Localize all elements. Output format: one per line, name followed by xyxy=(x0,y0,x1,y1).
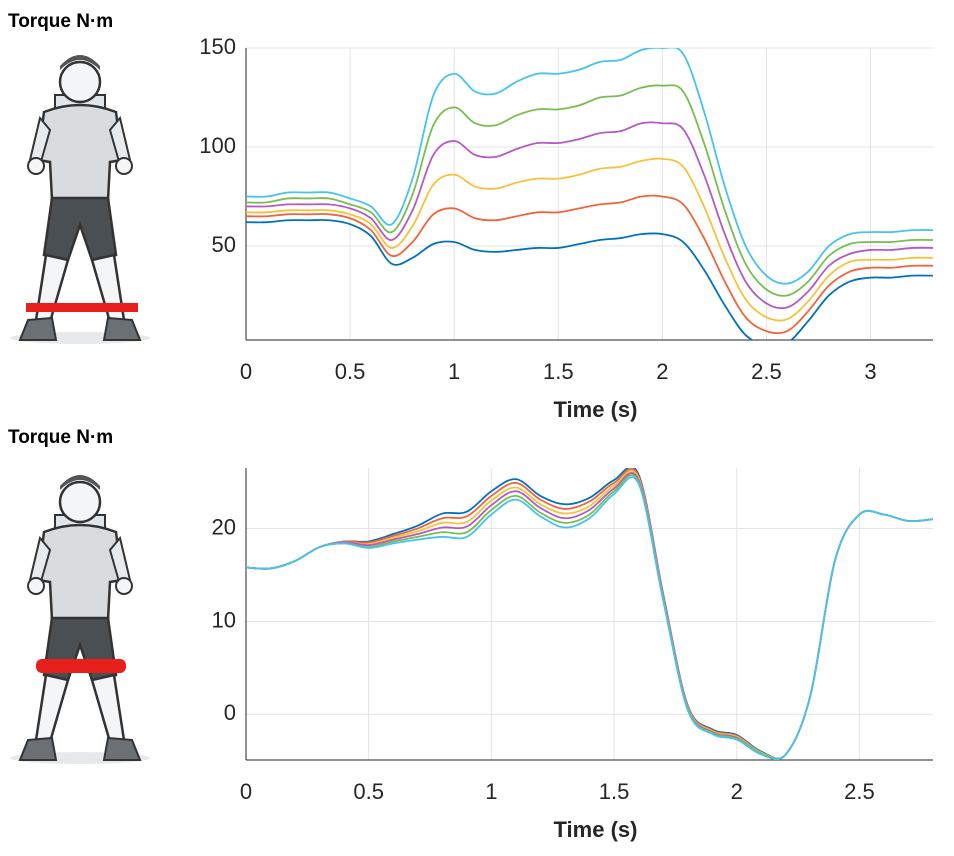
chart: 0 0.5 1 1.5 2 2.5 0 10 20 Time (s) xyxy=(212,468,933,842)
x-tick-label: 2 xyxy=(731,779,743,804)
x-tick-label: 0.5 xyxy=(353,779,384,804)
x-tick-label: 2.5 xyxy=(751,359,782,384)
y-axis-label: Torque N·m xyxy=(8,427,113,448)
x-tick-label: 2 xyxy=(656,359,668,384)
illustration-ankle-band xyxy=(8,53,152,346)
x-axis-label: Time (s) xyxy=(554,817,638,842)
x-tick-label: 1 xyxy=(485,779,497,804)
x-tick-label: 1 xyxy=(448,359,460,384)
series-line xyxy=(246,84,933,297)
x-tick-label: 0.5 xyxy=(335,359,366,384)
y-tick-label: 0 xyxy=(224,700,236,725)
y-tick-label: 50 xyxy=(212,232,236,257)
series-line xyxy=(246,194,933,335)
plot-area xyxy=(246,468,933,760)
series-line xyxy=(246,48,933,285)
chart: 0 0.5 1 1.5 2 2.5 3 50 100 150 Time (s) xyxy=(199,34,933,422)
band xyxy=(26,303,138,312)
band xyxy=(36,659,126,673)
x-tick-label: 0 xyxy=(240,359,252,384)
series-line xyxy=(246,476,933,760)
x-tick-label: 1.5 xyxy=(543,359,574,384)
illustration-knee-band xyxy=(8,473,152,766)
y-tick-label: 20 xyxy=(212,514,236,539)
series-line xyxy=(246,219,933,340)
y-axis-label: Torque N·m xyxy=(8,11,113,32)
y-tick-label: 150 xyxy=(199,34,236,59)
y-tick-label: 100 xyxy=(199,133,236,158)
series-line xyxy=(246,157,933,322)
y-tick-label: 10 xyxy=(212,607,236,632)
series-line xyxy=(246,472,933,760)
x-tick-label: 2.5 xyxy=(844,779,875,804)
x-tick-label: 0 xyxy=(240,779,252,804)
series-line xyxy=(246,468,933,760)
plot-area xyxy=(246,48,933,340)
x-tick-label: 1.5 xyxy=(599,779,630,804)
series-line xyxy=(246,121,933,310)
x-tick-label: 3 xyxy=(864,359,876,384)
x-axis-label: Time (s) xyxy=(554,397,638,422)
